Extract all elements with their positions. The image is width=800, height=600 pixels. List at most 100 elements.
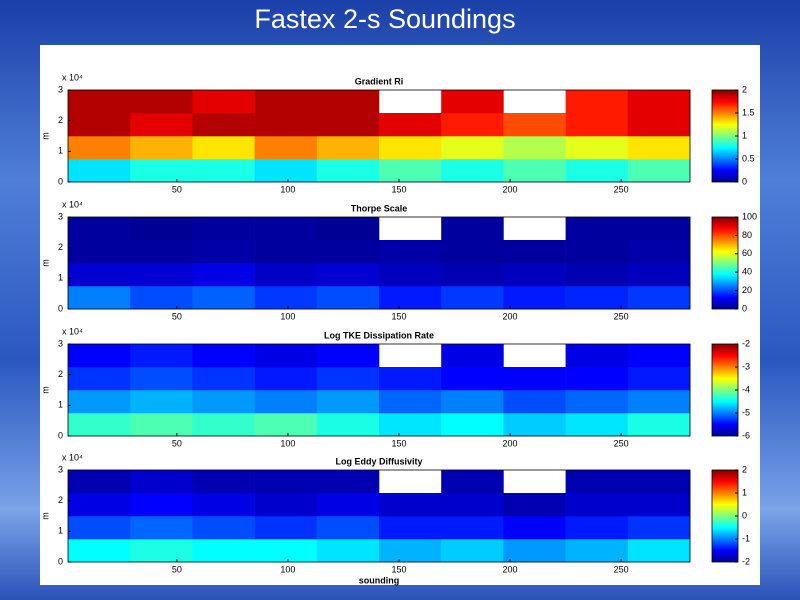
heat-cell xyxy=(565,159,629,183)
heat-cell xyxy=(565,390,629,414)
heat-cell xyxy=(130,516,193,540)
heat-cell xyxy=(316,217,380,241)
heat-cell xyxy=(379,390,442,414)
heat-cell xyxy=(379,539,442,563)
heat-cell xyxy=(627,240,691,264)
heat-cell xyxy=(565,217,629,241)
x-tick-label: 250 xyxy=(614,438,629,448)
x-tick-label: 200 xyxy=(503,311,518,321)
heat-cell xyxy=(503,286,566,310)
heat-cell xyxy=(316,413,380,437)
heat-cell xyxy=(68,240,131,264)
heat-cell xyxy=(627,286,691,310)
heat-cell xyxy=(441,367,504,391)
heat-cell xyxy=(68,136,131,160)
y-tick-label: 1 xyxy=(58,400,63,410)
heat-cell xyxy=(192,159,255,183)
y-tick-label: 2 xyxy=(58,242,63,252)
colorbar-tick-label: 2 xyxy=(742,464,747,474)
heat-cell xyxy=(379,263,442,287)
colorbar-tick-label: 1 xyxy=(742,487,747,497)
colorbar xyxy=(711,216,739,310)
heat-cell xyxy=(130,217,193,241)
heat-cell xyxy=(379,367,442,391)
heat-cell xyxy=(379,493,442,517)
heat-cell xyxy=(503,240,566,264)
heat-cell xyxy=(441,470,504,494)
colorbar-tick-label: 0 xyxy=(742,176,747,186)
y-tick-label: 3 xyxy=(58,338,63,348)
heat-cell xyxy=(627,263,691,287)
x-tick-label: 100 xyxy=(280,184,295,194)
heat-cell xyxy=(192,367,255,391)
heat-cell xyxy=(254,470,318,494)
heat-cell xyxy=(503,159,566,183)
heat-cell xyxy=(192,470,255,494)
heat-cell xyxy=(441,136,504,160)
plot-frame xyxy=(67,469,691,563)
heat-cell xyxy=(254,286,318,310)
heat-cell xyxy=(627,493,691,517)
x-tick-label: 200 xyxy=(503,438,518,448)
heat-cell xyxy=(503,113,566,137)
heat-cell xyxy=(316,263,380,287)
y-tick-label: 1 xyxy=(58,146,63,156)
heat-cell xyxy=(254,344,318,368)
heat-cell xyxy=(254,413,318,437)
heat-cell xyxy=(130,286,193,310)
heat-cell xyxy=(130,470,193,494)
colorbar-tick-label: 0 xyxy=(742,510,747,520)
heat-cell xyxy=(254,493,318,517)
heat-cell xyxy=(441,159,504,183)
heat-cell xyxy=(441,413,504,437)
heat-cell xyxy=(130,159,193,183)
heat-cell xyxy=(441,90,504,114)
heat-cell xyxy=(503,263,566,287)
heat-cell xyxy=(254,240,318,264)
heat-cell xyxy=(441,263,504,287)
heat-cell xyxy=(627,136,691,160)
heat-cell xyxy=(565,113,629,137)
colorbar xyxy=(711,469,739,563)
heat-cell xyxy=(379,516,442,540)
heat-cell xyxy=(68,217,131,241)
heat-cell xyxy=(254,516,318,540)
y-multiplier: x 10⁴ xyxy=(62,452,83,462)
colorbar-tick-label: 100 xyxy=(742,211,757,221)
x-tick-label: 100 xyxy=(280,564,295,574)
heat-cell xyxy=(565,263,629,287)
panel-title: Thorpe Scale xyxy=(351,203,408,213)
heat-cell xyxy=(316,136,380,160)
heat-cell xyxy=(627,113,691,137)
heat-cell xyxy=(316,90,380,114)
y-tick-label: 2 xyxy=(58,495,63,505)
heat-cell xyxy=(68,390,131,414)
x-tick-label: 100 xyxy=(280,311,295,321)
x-tick-label: 200 xyxy=(503,564,518,574)
x-tick-label: 50 xyxy=(172,311,182,321)
heat-cell xyxy=(254,136,318,160)
heat-cell xyxy=(316,470,380,494)
heat-cell xyxy=(316,539,380,563)
colorbar-tick-label: 0 xyxy=(742,303,747,313)
x-tick-label: 150 xyxy=(391,311,406,321)
heat-cell xyxy=(441,217,504,241)
heat-cell xyxy=(316,390,380,414)
heat-cell xyxy=(503,367,566,391)
x-tick-label: 150 xyxy=(391,438,406,448)
y-axis-label: m xyxy=(40,512,50,520)
heat-cell xyxy=(441,516,504,540)
panel-title: Log TKE Dissipation Rate xyxy=(324,330,434,340)
heat-cell xyxy=(316,344,380,368)
heat-cell xyxy=(316,240,380,264)
heat-cell xyxy=(565,240,629,264)
colorbar-tick-label: 2 xyxy=(742,84,747,94)
heat-cell xyxy=(68,113,131,137)
heat-cell xyxy=(379,159,442,183)
y-axis-label: m xyxy=(40,259,50,267)
x-tick-label: 150 xyxy=(391,564,406,574)
heat-cell xyxy=(565,413,629,437)
x-tick-label: 250 xyxy=(614,311,629,321)
colorbar-tick-label: -5 xyxy=(742,407,750,417)
